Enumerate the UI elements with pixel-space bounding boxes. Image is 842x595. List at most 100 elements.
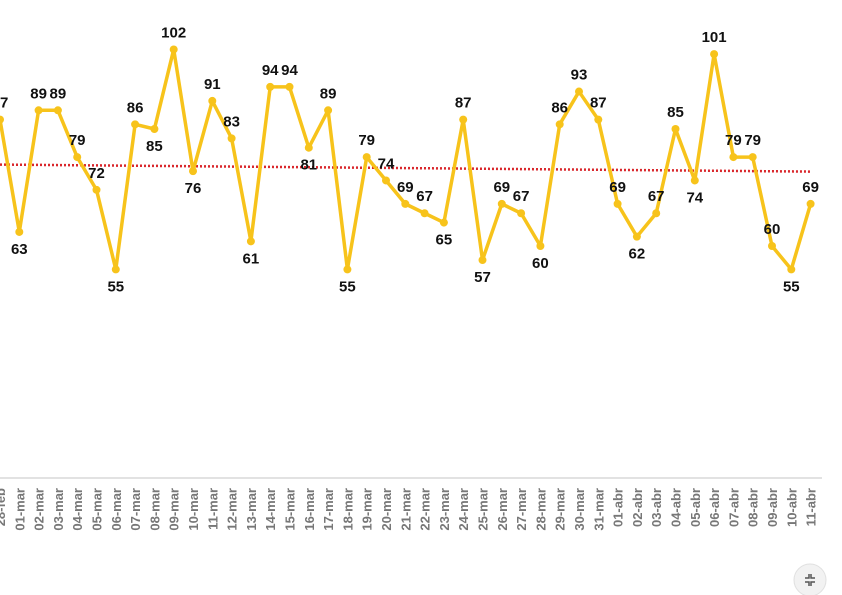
data-label: 67 xyxy=(648,188,665,205)
x-tick-label: 15-mar xyxy=(283,488,298,531)
data-point xyxy=(15,227,24,236)
x-tick-label: 02-abr xyxy=(630,488,645,527)
x-tick-label: 05-mar xyxy=(90,488,105,531)
x-tick-label: 08-abr xyxy=(746,488,761,527)
data-point xyxy=(671,125,680,133)
data-label: 67 xyxy=(513,188,530,205)
data-label: 69 xyxy=(493,179,510,196)
data-point xyxy=(111,265,120,274)
data-point xyxy=(324,106,333,115)
data-label: 87 xyxy=(0,95,8,112)
data-point xyxy=(304,143,313,152)
data-label: 63 xyxy=(11,241,28,258)
data-point xyxy=(632,232,641,241)
data-label: 79 xyxy=(69,132,86,149)
x-tick-label: 14-mar xyxy=(263,488,278,531)
data-point xyxy=(189,167,197,176)
data-label: 69 xyxy=(802,179,819,196)
data-point xyxy=(478,256,487,265)
data-label: 89 xyxy=(30,85,47,102)
data-point xyxy=(150,125,159,133)
data-point xyxy=(517,209,526,218)
data-point xyxy=(246,237,255,246)
data-point xyxy=(53,106,62,115)
data-label: 60 xyxy=(532,255,549,272)
x-tick-label: 18-mar xyxy=(340,488,355,531)
x-tick-label: 09-abr xyxy=(765,488,780,527)
data-point xyxy=(768,242,776,250)
data-label: 101 xyxy=(702,29,727,46)
data-label: 93 xyxy=(571,67,588,84)
data-point xyxy=(73,153,82,162)
data-point xyxy=(34,106,43,115)
data-point xyxy=(439,218,448,227)
data-label: 85 xyxy=(146,138,163,155)
data-point xyxy=(787,265,796,274)
x-tick-label: 29-mar xyxy=(553,488,568,531)
data-label: 74 xyxy=(686,189,703,206)
x-tick-label: 16-mar xyxy=(302,488,317,531)
data-label: 86 xyxy=(127,99,144,116)
x-tick-label: 11-abr xyxy=(804,488,819,526)
data-label: 60 xyxy=(764,221,781,238)
data-label: 72 xyxy=(88,165,105,182)
x-tick-label: 07-abr xyxy=(726,488,741,527)
data-point xyxy=(169,45,178,54)
x-tick-label: 01-abr xyxy=(611,488,626,527)
data-label: 102 xyxy=(161,24,186,41)
x-tick-label: 03-abr xyxy=(649,488,664,527)
data-label: 79 xyxy=(744,132,761,149)
data-point xyxy=(613,199,622,208)
data-label: 65 xyxy=(436,232,453,249)
data-label: 79 xyxy=(358,132,375,149)
x-tick-label: 27-mar xyxy=(514,488,529,531)
x-tick-label: 30-mar xyxy=(572,488,587,531)
trend-line xyxy=(0,163,811,173)
data-point xyxy=(92,185,101,194)
data-line xyxy=(0,47,813,272)
button-icon[interactable] xyxy=(805,574,815,586)
button-bg[interactable] xyxy=(793,563,827,595)
data-point xyxy=(131,120,140,129)
data-label: 94 xyxy=(262,62,279,79)
data-point xyxy=(575,87,583,96)
data-label: 91 xyxy=(204,76,221,93)
x-tick-label: 04-abr xyxy=(669,488,684,527)
data-label: 55 xyxy=(783,278,800,295)
x-tick-label: 24-mar xyxy=(456,488,471,531)
data-label: 81 xyxy=(300,157,317,174)
fullscreen-button[interactable] xyxy=(793,563,827,595)
data-label: 55 xyxy=(339,278,356,295)
data-point xyxy=(382,176,390,185)
x-tick-label: 20-mar xyxy=(379,488,394,531)
data-label: 83 xyxy=(223,113,240,130)
data-point xyxy=(459,115,468,124)
x-tick-label: 13-mar xyxy=(244,488,259,531)
data-label: 61 xyxy=(243,250,260,267)
x-tick-label: 19-mar xyxy=(360,488,375,531)
x-tick-label: 07-mar xyxy=(128,488,143,531)
data-point xyxy=(690,176,699,185)
data-label: 74 xyxy=(378,155,395,172)
data-point xyxy=(362,153,371,162)
data-point xyxy=(285,82,294,91)
data-label: 94 xyxy=(281,62,298,79)
data-point xyxy=(729,153,738,162)
data-point xyxy=(343,265,352,274)
data-label: 55 xyxy=(107,278,124,295)
data-label: 76 xyxy=(185,180,202,197)
data-label: 89 xyxy=(50,85,67,102)
x-tick-label: 10-abr xyxy=(784,488,799,527)
data-point xyxy=(594,115,603,124)
data-point xyxy=(806,199,815,208)
data-point xyxy=(401,199,410,208)
x-tick-label: 11-mar xyxy=(205,488,220,530)
x-tick-label: 06-abr xyxy=(707,488,722,527)
data-point xyxy=(536,242,545,250)
data-point xyxy=(420,209,429,218)
data-point xyxy=(555,120,564,129)
data-label: 62 xyxy=(629,246,646,263)
data-point xyxy=(227,134,236,143)
data-label: 89 xyxy=(320,85,337,102)
